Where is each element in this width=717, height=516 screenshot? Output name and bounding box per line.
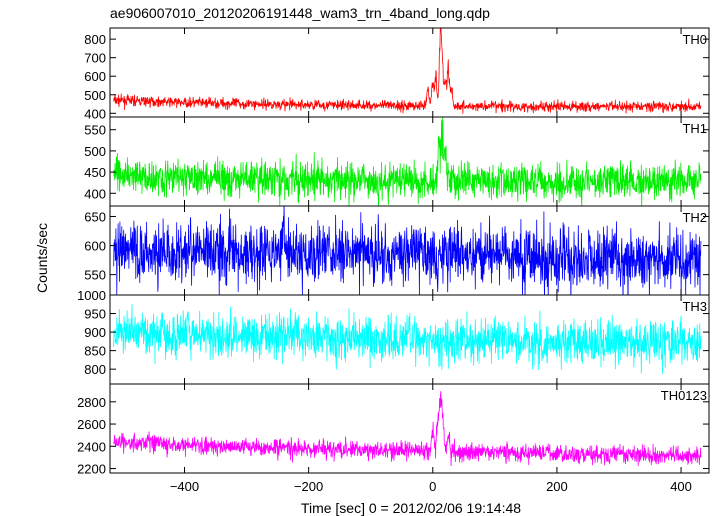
panels-group: 400 500 600 700 800 TH0 400 450 500 550 TH1 550 600 6… [77,27,710,494]
x-axis-title: Time [sec] 0 = 2012/02/06 19:14:48 [301,500,521,516]
panel-th0123: 2200 2400 2600 2800 TH0123 [77,383,710,477]
y-tick-label: 400 [84,106,106,121]
x-tick-label: 200 [546,479,568,494]
y-tick-label: 2200 [77,462,106,477]
y-tick-label: 2800 [77,395,106,410]
panel-label-th1: TH1 [682,121,707,136]
y-tick-label: 550 [84,268,106,283]
x-tick-label: −200 [294,479,323,494]
panel-th1: 400 450 500 550 TH1 [84,116,710,207]
panel-th2: 550 600 650 TH2 [84,205,710,296]
panel-label-th3: TH3 [682,299,707,314]
panel-th0: 400 500 600 700 800 TH0 [84,27,710,121]
series-line-th1 [113,117,702,206]
y-tick-label: 700 [84,51,106,66]
y-tick-label: 600 [84,239,106,254]
y-tick-label: 900 [84,325,106,340]
y-tick-label: 1000 [77,288,106,303]
y-tick-label: 850 [84,344,106,359]
y-tick-label: 950 [84,307,106,322]
x-tick-label: 400 [670,479,692,494]
series-line-th0 [113,28,702,114]
y-tick-label: 800 [84,362,106,377]
y-axis-title: Counts/sec [34,223,50,293]
series-line-th3 [113,303,702,375]
y-tick-label: 400 [84,186,106,201]
y-tick-label: 2600 [77,417,106,432]
panel-label-th0123: TH0123 [661,388,707,403]
panel-label-th0: TH0 [682,32,707,47]
y-tick-label: 450 [84,165,106,180]
panel-th3: 800 850 900 950 1000 TH3 [77,288,710,385]
chart-title: ae906007010_20120206191448_wam3_trn_4ban… [110,5,490,21]
y-tick-label: 600 [84,69,106,84]
y-tick-label: 800 [84,32,106,47]
y-tick-label: 2400 [77,439,106,454]
x-tick-label: 0 [429,479,436,494]
x-tick-label: −400 [170,479,199,494]
panel-label-th2: TH2 [682,210,707,225]
y-tick-label: 550 [84,123,106,138]
series-line-th0123 [113,391,702,467]
y-tick-label: 650 [84,209,106,224]
y-tick-label: 500 [84,88,106,103]
y-tick-label: 500 [84,144,106,159]
panel-frame-th0123 [109,383,710,474]
series-line-th2 [113,206,702,295]
